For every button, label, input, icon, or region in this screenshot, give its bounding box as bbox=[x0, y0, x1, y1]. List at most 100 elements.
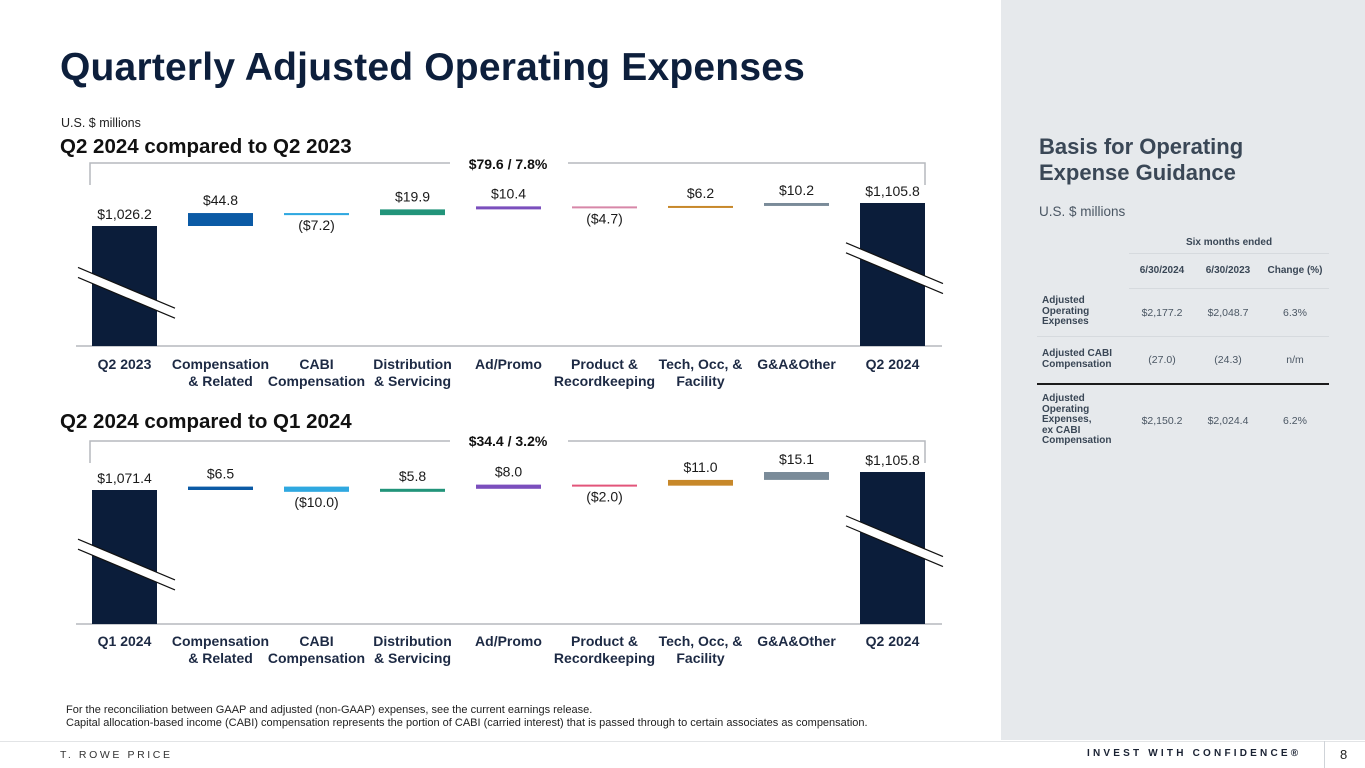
data-label: ($4.7) bbox=[586, 210, 623, 226]
page-number: 8 bbox=[1340, 747, 1348, 762]
category-label: & Related bbox=[188, 373, 253, 389]
bar-delta bbox=[764, 202, 829, 206]
guidance-title: Basis for Operating Expense Guidance bbox=[1039, 134, 1243, 186]
axis-break-gap bbox=[846, 242, 943, 294]
axis-break-line bbox=[845, 252, 944, 295]
category-label: & Servicing bbox=[374, 650, 451, 666]
bar-delta bbox=[668, 205, 733, 208]
page-number-divider bbox=[1324, 741, 1325, 768]
change-bracket-left bbox=[89, 440, 450, 463]
bar-delta bbox=[380, 209, 445, 216]
category-label: CABI bbox=[299, 633, 333, 649]
units-label: U.S. $ millions bbox=[61, 116, 141, 130]
row-label-cabi-comp: Adjusted CABI Compensation bbox=[1042, 348, 1112, 370]
bar-delta bbox=[476, 206, 541, 210]
data-label: $6.5 bbox=[207, 466, 234, 482]
bar-delta bbox=[284, 486, 349, 492]
table-cell: $2,048.7 bbox=[1207, 307, 1249, 319]
table-divider bbox=[1129, 288, 1329, 289]
guidance-panel bbox=[1001, 0, 1365, 740]
category-label: Product & bbox=[571, 356, 638, 372]
category-label: Tech, Occ, & bbox=[659, 633, 743, 649]
brand-logo-text: T. ROWE PRICE bbox=[60, 749, 173, 761]
data-label: $5.8 bbox=[399, 468, 426, 484]
data-label: $10.4 bbox=[491, 185, 526, 201]
total-change-label: $79.6 / 7.8% bbox=[469, 156, 548, 172]
axis-break-line bbox=[77, 266, 176, 309]
row-label-line: ex CABI bbox=[1042, 424, 1081, 436]
row-label-line: Operating bbox=[1042, 403, 1090, 415]
data-label: $1,026.2 bbox=[97, 206, 152, 222]
category-label: Ad/Promo bbox=[475, 356, 542, 372]
row-label-line: Expenses bbox=[1042, 316, 1089, 327]
footnote-gaap: For the reconciliation between GAAP and … bbox=[66, 704, 593, 716]
category-label: Distribution bbox=[373, 356, 452, 372]
category-label: Q2 2023 bbox=[98, 356, 152, 372]
chart-1-title: Q2 2024 compared to Q2 2023 bbox=[60, 135, 352, 158]
row-label-line: Compensation bbox=[1042, 435, 1112, 446]
table-cell: 6.2% bbox=[1283, 415, 1307, 427]
row-label-line: Compensation bbox=[1042, 358, 1112, 370]
bar-delta bbox=[476, 484, 541, 489]
change-bracket-right bbox=[568, 162, 926, 185]
axis-break-gap bbox=[78, 539, 175, 590]
row-label-line: Adjusted CABI bbox=[1042, 348, 1112, 359]
bar-delta bbox=[764, 472, 829, 480]
row-label-line: Operating bbox=[1042, 305, 1090, 317]
category-label: Q2 2024 bbox=[866, 356, 920, 372]
category-label: & Servicing bbox=[374, 373, 451, 389]
category-label: Compensation bbox=[268, 373, 365, 389]
category-label: Product & bbox=[571, 633, 638, 649]
data-label: $10.2 bbox=[779, 182, 814, 198]
guidance-title-line: Expense Guidance bbox=[1039, 160, 1236, 185]
axis-break-line bbox=[77, 276, 176, 319]
category-label: Q1 2024 bbox=[98, 633, 152, 649]
category-label: & Related bbox=[188, 650, 253, 666]
axis-break-gap bbox=[78, 267, 175, 319]
category-label: Q2 2024 bbox=[866, 633, 920, 649]
data-label: $44.8 bbox=[203, 192, 238, 208]
guidance-title-line: Basis for Operating bbox=[1039, 134, 1244, 159]
category-label: Compensation bbox=[172, 633, 269, 649]
category-label: Ad/Promo bbox=[475, 633, 542, 649]
table-divider bbox=[1037, 336, 1329, 337]
bar-delta bbox=[284, 213, 349, 216]
table-group-header: Six months ended bbox=[1185, 237, 1273, 248]
table-total-divider bbox=[1037, 383, 1329, 385]
column-header: 6/30/2024 bbox=[1139, 265, 1185, 276]
data-label: ($7.2) bbox=[298, 217, 335, 233]
row-label-adjusted-opex: Adjusted Operating Expenses bbox=[1042, 295, 1090, 328]
data-label: $1,071.4 bbox=[97, 470, 152, 486]
table-cell: n/m bbox=[1286, 354, 1304, 366]
bar-delta bbox=[380, 488, 445, 492]
axis-break-line bbox=[845, 515, 944, 558]
guidance-units: U.S. $ millions bbox=[1039, 204, 1126, 219]
category-label: Tech, Occ, & bbox=[659, 356, 743, 372]
data-label: $6.2 bbox=[687, 185, 714, 201]
data-label: $8.0 bbox=[495, 464, 522, 480]
category-label: Compensation bbox=[268, 650, 365, 666]
category-label: G&A&Other bbox=[757, 633, 836, 649]
bar-delta bbox=[572, 206, 637, 209]
table-cell: 6.3% bbox=[1283, 307, 1307, 319]
category-label: Recordkeeping bbox=[554, 373, 655, 389]
footnote-cabi: Capital allocation-based income (CABI) c… bbox=[66, 717, 868, 729]
category-label: Compensation bbox=[172, 356, 269, 372]
table-cell: (24.3) bbox=[1214, 354, 1242, 366]
bar-delta bbox=[188, 486, 253, 490]
data-label: $19.9 bbox=[395, 188, 430, 204]
data-label: $1,105.8 bbox=[865, 452, 920, 468]
bar-delta bbox=[188, 213, 253, 226]
column-header: Change (%) bbox=[1267, 265, 1323, 276]
category-label: G&A&Other bbox=[757, 356, 836, 372]
axis-break-line bbox=[845, 242, 944, 285]
bar-delta bbox=[572, 484, 637, 487]
tagline: INVEST WITH CONFIDENCE® bbox=[1087, 748, 1302, 759]
category-label: Recordkeeping bbox=[554, 650, 655, 666]
category-label: Distribution bbox=[373, 633, 452, 649]
chart-2-title: Q2 2024 compared to Q1 2024 bbox=[60, 410, 352, 433]
data-label: ($2.0) bbox=[586, 489, 623, 505]
axis-break-line bbox=[77, 538, 176, 581]
page-title: Quarterly Adjusted Operating Expenses bbox=[60, 46, 805, 89]
